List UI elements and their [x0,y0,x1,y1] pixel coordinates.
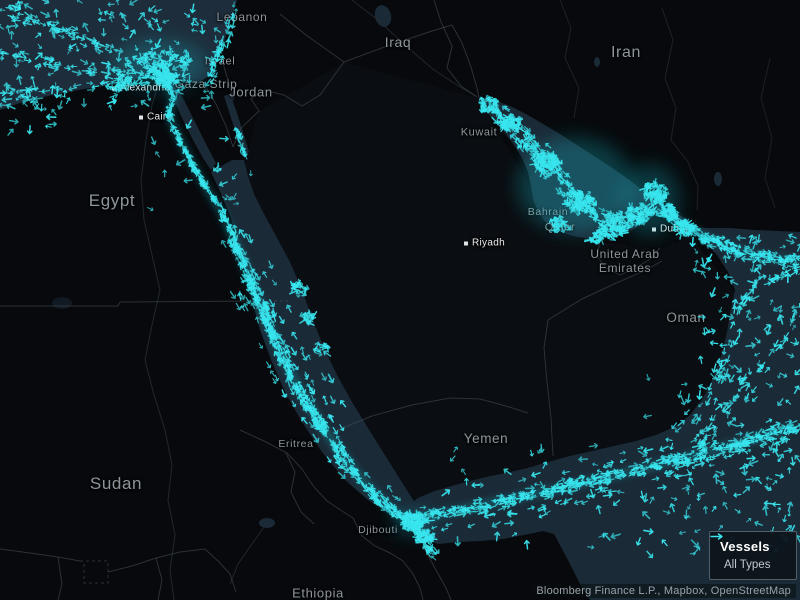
country-border [221,59,233,97]
water-gulf-of-suez [167,82,216,170]
country-border [559,0,580,119]
country-label-sudan: Sudan [89,474,143,494]
country-label-oman: Oman [666,310,706,326]
country-border [279,13,345,63]
country-border [0,300,257,307]
country-border [232,61,345,148]
country-border [547,260,663,321]
city-label-cairo: Cairo [139,112,172,123]
country-label-djibouti: Djibouti [358,523,398,536]
country-border [239,429,354,519]
water-red-sea [211,160,424,522]
river-line [229,522,268,585]
country-border [0,548,81,562]
country-label-jordan: Jordan [229,84,273,100]
city-label-riyadh: Riyadh [464,238,505,249]
lake [714,172,722,186]
country-border [760,57,776,209]
country-border [543,319,554,457]
country-label-united-arab-emirates: United Arab Emirates [590,247,660,275]
traffic-glow [164,77,233,233]
vessel-arrow-icon [710,533,723,540]
country-label-egypt: Egypt [88,191,136,211]
country-border [80,560,109,584]
country-border [285,452,315,525]
lake [230,91,236,101]
city-marker [464,241,468,245]
river-line [351,0,477,97]
country-border [332,397,529,433]
country-border [423,547,452,600]
lake [594,57,600,67]
country-border [596,240,661,276]
vessel-arrows-layer [0,0,800,561]
city-marker [139,115,143,119]
country-border [352,517,424,600]
country-label-ethiopia: Ethiopia [292,585,344,600]
country-label-eritrea: Eritrea [278,437,314,450]
country-label-kuwait: Kuwait [460,126,498,139]
country-border [57,556,63,600]
country-label-iran: Iran [611,43,641,61]
country-label-yemen: Yemen [463,431,509,447]
river-line [140,77,176,600]
country-border [661,7,699,211]
water-gulf-of-aqaba [224,94,249,158]
map-attribution[interactable]: Bloomberg Finance L.P., Mapbox, OpenStre… [531,584,796,598]
country-border [343,24,480,99]
country-border [433,0,478,98]
country-border [155,557,163,600]
country-border [204,548,237,593]
vessel-legend: Vessels All Types [709,531,797,580]
arabia-land-tint [240,62,735,500]
country-label-iraq: Iraq [384,33,412,50]
legend-title: Vessels [720,539,770,554]
legend-item-all-types[interactable]: All Types [710,533,784,571]
legend-item-label: All Types [724,559,771,571]
